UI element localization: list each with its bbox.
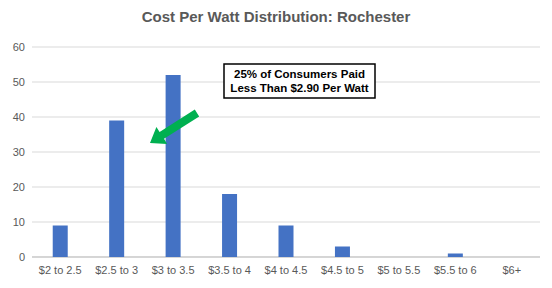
y-tick-label: 10 — [13, 216, 25, 228]
title: Cost Per Watt Distribution: Rochester — [142, 8, 411, 25]
bar — [391, 257, 406, 258]
grid-line — [32, 222, 540, 223]
x-tick-label: $2 to 2.5 — [39, 264, 82, 276]
annotation-text: Less Than $2.90 Per Watt — [230, 82, 368, 94]
y-tick-label: 20 — [13, 181, 25, 193]
grid-line — [32, 117, 540, 118]
x-tick-label: $5.5 to 6 — [434, 264, 477, 276]
grid-line — [32, 47, 540, 48]
y-tick-label: 60 — [13, 41, 25, 53]
grid-line — [32, 152, 540, 153]
bar — [279, 226, 294, 258]
chart: Cost Per Watt Distribution: Rochester 0 10… — [0, 0, 552, 288]
grid-line — [32, 187, 540, 188]
y-tick-label: 0 — [19, 251, 25, 263]
x-tick-label: $2.5 to 3 — [95, 264, 138, 276]
bar — [53, 226, 68, 258]
x-tick-label: $6+ — [502, 264, 521, 276]
y-tick-label: 40 — [13, 111, 25, 123]
x-tick-label: $3 to 3.5 — [152, 264, 195, 276]
y-tick-label: 30 — [13, 146, 25, 158]
x-tick-label: $5 to 5.5 — [377, 264, 420, 276]
bar — [222, 194, 237, 257]
bar — [504, 257, 519, 258]
x-tick-label: $4 to 4.5 — [265, 264, 308, 276]
bar — [448, 254, 463, 258]
bar — [335, 247, 350, 258]
y-tick-label: 50 — [13, 76, 25, 88]
x-tick-label: $3.5 to 4 — [208, 264, 251, 276]
annotation-text: 25% of Consumers Paid — [234, 68, 365, 80]
bar — [166, 75, 181, 257]
bars — [53, 75, 463, 257]
x-tick-label: $4.5 to 5 — [321, 264, 364, 276]
bar — [109, 121, 124, 258]
annotation-box — [224, 64, 375, 98]
annotation-arrow — [150, 110, 199, 144]
